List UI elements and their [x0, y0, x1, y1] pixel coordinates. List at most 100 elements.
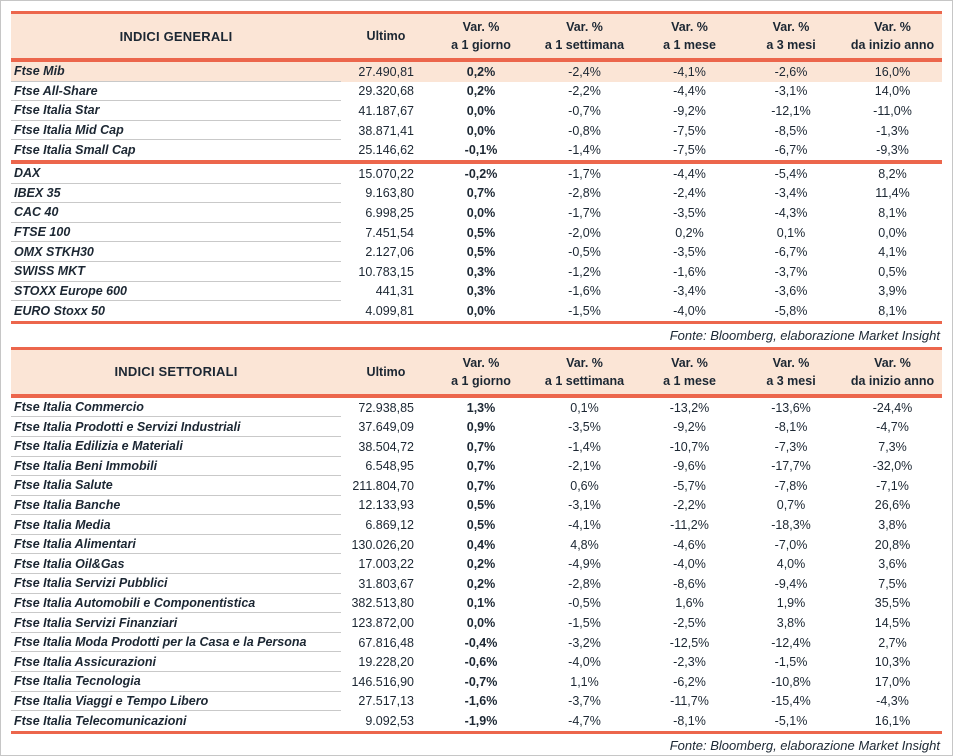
var-1-settimana-value: 0,6% — [570, 478, 599, 493]
col-header-var-1-giorno: Var. % a 1 giorno — [431, 350, 531, 394]
var-1-settimana-value: 0,1% — [570, 400, 599, 415]
indici-settoriali-table: INDICI SETTORIALI Ultimo Var. % a 1 gior… — [11, 346, 942, 755]
var-inizio-anno-value: 8,1% — [878, 303, 907, 318]
table-row: DAX 15.070,22 -0,2% -1,7% -4,4% -5,4% 8,2% — [11, 164, 942, 184]
var-1-mese-value: -3,5% — [673, 205, 706, 220]
source-note: Fonte: Bloomberg, elaborazione Market In… — [669, 737, 940, 753]
var-1-giorno-value: 0,7% — [466, 459, 496, 474]
var-1-settimana-value: -1,4% — [568, 143, 601, 158]
var-1-settimana-value: -0,5% — [568, 245, 601, 260]
ultimo-value: 211.804,70 — [352, 478, 414, 493]
header-divider-rule — [11, 393, 942, 398]
var-1-settimana-value: -4,9% — [568, 557, 601, 572]
var-1-mese-value: -8,1% — [673, 714, 706, 729]
table-row: SWISS MKT 10.783,15 0,3% -1,2% -1,6% -3,7% 0,5… — [11, 262, 942, 282]
var-1-mese-value: -5,7% — [673, 478, 706, 493]
index-name: Ftse Mib — [11, 62, 341, 82]
table-row: Ftse Italia Tecnologia 146.516,90 -0,7% 1,1… — [11, 672, 942, 692]
ultimo-value: 10.783,15 — [358, 264, 414, 279]
index-name: STOXX Europe 600 — [11, 282, 341, 302]
table-row: Ftse Italia Alimentari 130.026,20 0,4% 4,8%… — [11, 535, 942, 555]
ultimo-value: 4.099,81 — [365, 303, 414, 318]
table-row: Ftse All-Share 29.320,68 0,2% -2,2% -4,4% -3,… — [11, 82, 942, 102]
index-name: Ftse All-Share — [11, 82, 341, 102]
ultimo-value: 72.938,85 — [358, 400, 414, 415]
var-1-giorno-value: 0,0% — [466, 205, 496, 220]
var-1-mese-value: -11,2% — [670, 518, 709, 533]
var-inizio-anno-value: 7,5% — [878, 576, 907, 591]
var-3-mesi-value: -9,4% — [774, 576, 808, 591]
var-1-settimana-value: -3,1% — [568, 498, 601, 513]
index-name: SWISS MKT — [11, 262, 341, 282]
var-inizio-anno-value: 20,8% — [874, 537, 911, 552]
table-row: OMX STKH30 2.127,06 0,5% -0,5% -3,5% -6,7% 4,1… — [11, 242, 942, 262]
var-1-settimana-value: -2,4% — [568, 64, 601, 79]
var-3-mesi-value: -7,3% — [774, 439, 808, 454]
var-1-giorno-value: 0,2% — [466, 64, 496, 79]
var-inizio-anno-value: 10,3% — [874, 655, 911, 670]
ultimo-value: 27.490,81 — [358, 64, 414, 79]
table-row: Ftse Italia Mid Cap 38.871,41 0,0% -0,8% -7,… — [11, 121, 942, 141]
index-name: DAX — [11, 164, 341, 184]
var-1-mese-value: -6,2% — [673, 674, 706, 689]
table-row: Ftse Italia Servizi Pubblici 31.803,67 0,2… — [11, 574, 942, 594]
var-3-mesi-value: -3,1% — [774, 84, 808, 99]
var-inizio-anno-value: 16,1% — [874, 714, 911, 729]
table-row: Ftse Italia Moda Prodotti per la Casa e … — [11, 633, 942, 653]
var-3-mesi-value: -7,8% — [774, 478, 808, 493]
table-row: Ftse Italia Oil&Gas 17.003,22 0,2% -4,9% -4,… — [11, 554, 942, 575]
index-name: OMX STKH30 — [11, 242, 341, 262]
table-body: Ftse Italia Commercio 72.938,85 1,3% 0,1% -1… — [11, 398, 942, 731]
var-inizio-anno-value: 26,6% — [874, 498, 911, 513]
var-1-settimana-value: 4,8% — [570, 537, 599, 552]
var-1-giorno-value: 0,0% — [466, 616, 496, 631]
ultimo-value: 441,31 — [375, 284, 414, 299]
var-3-mesi-value: -3,6% — [774, 284, 808, 299]
var-inizio-anno-value: 8,2% — [878, 166, 907, 181]
table-row: Ftse Italia Star 41.187,67 0,0% -0,7% -9,2% -… — [11, 101, 942, 121]
table-top-rule — [11, 346, 942, 350]
var-1-giorno-value: 0,1% — [466, 596, 496, 611]
var-1-giorno-value: 0,5% — [466, 225, 496, 240]
var-inizio-anno-value: -11,0% — [873, 103, 912, 118]
index-name: Ftse Italia Tecnologia — [11, 672, 341, 692]
ultimo-value: 2.127,06 — [365, 245, 414, 260]
col-header-var-1-mese: Var. % a 1 mese — [638, 350, 741, 394]
var-1-mese-value: -2,2% — [673, 498, 706, 513]
index-name: FTSE 100 — [11, 223, 341, 243]
var-3-mesi-value: -17,7% — [771, 459, 811, 474]
table-row: Ftse Italia Servizi Finanziari 123.872,00… — [11, 613, 942, 633]
ultimo-value: 7.451,54 — [365, 225, 414, 240]
col-header-var-3-mesi: Var. % a 3 mesi — [741, 14, 841, 58]
var-3-mesi-value: -7,0% — [774, 537, 808, 552]
var-1-giorno-value: -0,7% — [464, 674, 498, 689]
col-header-ultimo: Ultimo — [366, 29, 406, 43]
table-top-rule — [11, 11, 942, 14]
ultimo-value: 27.517,13 — [358, 694, 414, 709]
table-title: INDICI GENERALI — [119, 28, 233, 44]
source-note: Fonte: Bloomberg, elaborazione Market In… — [669, 327, 940, 343]
var-1-mese-value: -13,2% — [669, 400, 710, 415]
var-inizio-anno-value: 4,1% — [878, 245, 907, 260]
var-3-mesi-value: -6,7% — [774, 143, 808, 158]
var-1-settimana-value: -3,5% — [568, 420, 601, 435]
var-inizio-anno-value: -9,3% — [876, 143, 909, 158]
ultimo-value: 6.869,12 — [365, 518, 414, 533]
index-name: Ftse Italia Oil&Gas — [11, 554, 341, 575]
var-1-giorno-value: 0,3% — [466, 264, 496, 279]
table-row: EURO Stoxx 50 4.099,81 0,0% -1,5% -4,0% -5,8%… — [11, 301, 942, 321]
table-row: Ftse Italia Edilizia e Materiali 38.504,7… — [11, 437, 942, 457]
var-3-mesi-value: -8,1% — [774, 420, 808, 435]
col-header-ultimo: Ultimo — [366, 364, 406, 379]
table-row: Ftse Italia Media 6.869,12 0,5% -4,1% -11,2%… — [11, 515, 942, 535]
var-1-settimana-value: -2,8% — [568, 576, 601, 591]
var-1-mese-value: -12,5% — [669, 635, 710, 650]
var-inizio-anno-value: 35,5% — [874, 596, 911, 611]
var-1-settimana-value: -0,8% — [568, 123, 601, 138]
var-inizio-anno-value: 16,0% — [874, 64, 911, 79]
var-1-settimana-value: -3,7% — [568, 694, 601, 709]
col-header-line: a 3 mesi — [766, 373, 816, 388]
index-name: Ftse Italia Moda Prodotti per la Casa e … — [11, 633, 341, 653]
var-3-mesi-value: -5,8% — [774, 303, 808, 318]
ultimo-value: 31.803,67 — [358, 576, 414, 591]
